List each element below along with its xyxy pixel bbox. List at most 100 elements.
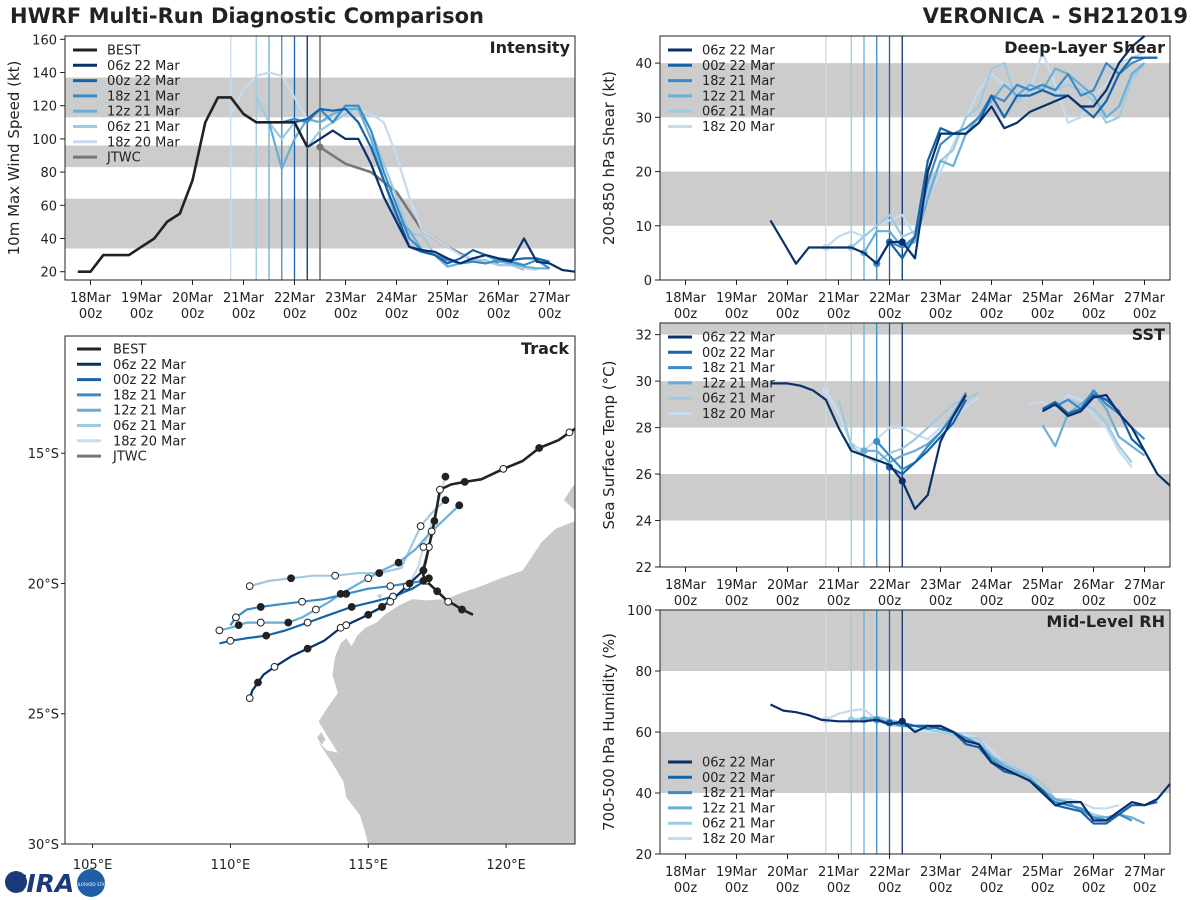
shear-xtick-line: 21Mar — [818, 291, 860, 306]
shear-xtick-label: 20Mar 00z — [767, 291, 809, 322]
shear-xtick-line: 00z — [980, 307, 1004, 322]
intensity-ytick-label: 140 — [32, 67, 57, 82]
track-marker-00z-22-mar — [226, 636, 235, 645]
track-marker-06z-21-mar — [441, 496, 450, 505]
intensity-xtick-line: 00z — [232, 307, 256, 322]
sst-xtick-label: 19Mar 00z — [716, 578, 758, 609]
intensity-xtick-label: 26Mar 00z — [478, 291, 520, 322]
rh-xtick-line: 00z — [674, 881, 698, 896]
sst-ytick-label: 30 — [635, 375, 652, 390]
intensity-xtick-line: 25Mar — [427, 291, 469, 306]
sst-ytick-label: 32 — [635, 329, 652, 344]
figure-title-left: HWRF Multi-Run Diagnostic Comparison — [10, 4, 485, 28]
sst-xtick-label: 22Mar 00z — [869, 578, 911, 609]
rh-xtick-line: 00z — [776, 881, 800, 896]
track-legend-label: JTWC — [112, 450, 147, 465]
sst-xtick-line: 00z — [827, 594, 851, 609]
intensity-frame — [64, 35, 576, 281]
rh-ylabel: 700-500 hPa Humidity (%) — [600, 633, 618, 831]
track-series-06z-21-mar — [249, 499, 447, 588]
intensity-xtick-line: 21Mar — [223, 291, 265, 306]
intensity-legend-label: 06z 21 Mar — [107, 120, 180, 135]
shear-ytick-label: 10 — [635, 220, 652, 235]
rh-init-marker-06z-22-mar — [898, 717, 906, 725]
intensity-xtick-label: 24Mar 00z — [376, 291, 418, 322]
track-marker-06z-22-mar — [270, 662, 279, 671]
sst-xtick-line: 00z — [929, 594, 953, 609]
shear-legend-label: 06z 22 Mar — [702, 44, 775, 59]
intensity-series-06z-22-mar — [306, 129, 576, 273]
shear-frame — [659, 35, 1171, 281]
track-marker-best — [499, 464, 508, 473]
sst-xtick-line: 20Mar — [767, 578, 809, 593]
intensity-xtick-line: 00z — [385, 307, 409, 322]
sst-xtick-label: 26Mar 00z — [1073, 578, 1115, 609]
intensity-series-18z-20-mar — [229, 71, 537, 272]
rh-ytick-label: 40 — [635, 787, 652, 802]
rh-xtick-line: 18Mar — [665, 865, 707, 880]
intensity-xtick-line: 27Mar — [529, 291, 571, 306]
sst-series-06z-22-mar — [770, 382, 1171, 510]
track-marker-06z-21-mar — [245, 582, 254, 590]
sst-xtick-line: 26Mar — [1073, 578, 1115, 593]
track-marker-best — [433, 587, 442, 596]
track-ytick-label: 15°S — [28, 447, 59, 462]
sst-xtick-line: 00z — [725, 594, 749, 609]
rh-xtick-line: 00z — [1082, 881, 1106, 896]
shear-xtick-label: 22Mar 00z — [869, 291, 911, 322]
shear-ytick-label: 40 — [635, 57, 652, 72]
shear-xtick-line: 18Mar — [665, 291, 707, 306]
sst-xtick-label: 25Mar 00z — [1022, 578, 1064, 609]
shear-xtick-line: 00z — [878, 307, 902, 322]
intensity-ytick-label: 120 — [32, 100, 57, 115]
track-marker-best — [458, 605, 466, 614]
rh-ytick-label: 60 — [635, 726, 652, 741]
rh-ytick-label: 80 — [635, 665, 652, 680]
shear-legend-label: 18z 20 Mar — [702, 120, 775, 135]
track-marker-18z-20-mar — [364, 610, 373, 619]
shear-xtick-label: 27Mar 00z — [1124, 291, 1166, 322]
track-series-12z-21-mar — [219, 504, 460, 632]
sst-xtick-label: 21Mar 00z — [818, 578, 860, 609]
shear-xtick-line: 25Mar — [1022, 291, 1064, 306]
rh-ytick-label: 100 — [627, 604, 652, 619]
sst-xtick-label: 23Mar 00z — [920, 578, 962, 609]
sst-legend-label: 18z 21 Mar — [702, 361, 775, 376]
intensity-legend-label: 18z 20 Mar — [107, 135, 180, 150]
shear-xtick-label: 25Mar 00z — [1022, 291, 1064, 322]
rh-xtick-line: 00z — [980, 881, 1004, 896]
shear-ytick-label: 30 — [635, 111, 652, 126]
shear-xtick-label: 24Mar 00z — [971, 291, 1013, 322]
track-legend-label: 06z 21 Mar — [113, 419, 186, 434]
track-marker-12z-21-mar — [215, 626, 224, 635]
track-marker-18z-20-mar — [441, 472, 450, 481]
logo-seal-icon — [77, 869, 105, 897]
intensity-legend-label: 00z 22 Mar — [107, 74, 180, 89]
shear-xtick-line: 00z — [1133, 307, 1157, 322]
rh-xtick-line: 00z — [725, 881, 749, 896]
track-marker-06z-22-mar — [378, 603, 386, 611]
track-marker-12z-21-mar — [256, 618, 265, 627]
track-landmass — [564, 484, 575, 511]
track-marker-18z-20-mar — [342, 621, 351, 630]
intensity-xtick-label: 18Mar 00z — [70, 291, 112, 322]
rh-xtick-line: 19Mar — [716, 865, 758, 880]
rh-legend-label: 12z 21 Mar — [702, 801, 775, 816]
sst-ytick-label: 24 — [635, 515, 652, 530]
rh-xtick-line: 00z — [1031, 881, 1055, 896]
sst-xtick-label: 24Mar 00z — [971, 578, 1013, 609]
sst-xtick-line: 00z — [776, 594, 800, 609]
track-marker-18z-20-mar — [405, 579, 414, 588]
track-marker-best — [565, 428, 574, 437]
intensity-xtick-line: 00z — [181, 307, 205, 322]
shear-xtick-line: 27Mar — [1124, 291, 1166, 306]
track-ytick-label: 20°S — [28, 577, 59, 592]
intensity-xtick-line: 24Mar — [376, 291, 418, 306]
track-marker-06z-21-mar — [331, 571, 340, 580]
sst-xtick-line: 00z — [878, 594, 902, 609]
sst-xtick-line: 00z — [1133, 594, 1157, 609]
rh-band — [660, 610, 1170, 671]
intensity-series-12z-21-mar — [267, 107, 550, 270]
